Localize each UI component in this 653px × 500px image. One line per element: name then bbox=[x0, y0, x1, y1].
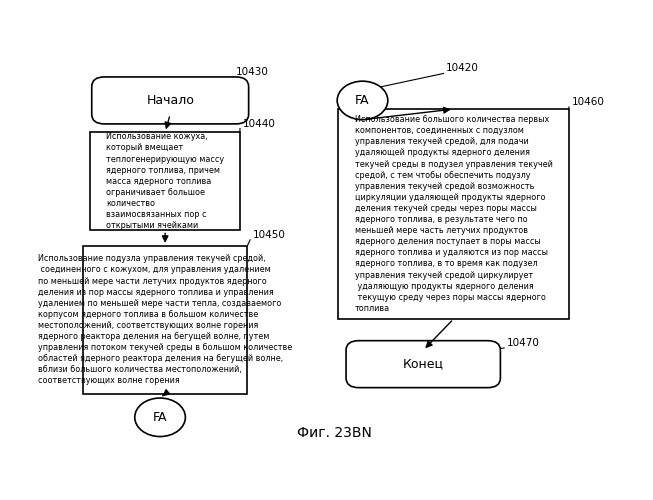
Text: Использование кожуха,
который вмещает
теплогенерирующую массу
ядерного топлива, : Использование кожуха, который вмещает те… bbox=[106, 132, 224, 230]
Text: FA: FA bbox=[355, 94, 370, 107]
Text: 10450: 10450 bbox=[253, 230, 285, 240]
Text: 10440: 10440 bbox=[242, 118, 276, 128]
Text: Использование подузла управления текучей средой,
 соединенного с кожухом, для уп: Использование подузла управления текучей… bbox=[38, 254, 293, 386]
Text: 10460: 10460 bbox=[571, 97, 605, 107]
Text: 10470: 10470 bbox=[507, 338, 539, 348]
FancyBboxPatch shape bbox=[346, 340, 500, 388]
Text: Использование большого количества первых
компонентов, соединенных с подузлом
упр: Использование большого количества первых… bbox=[355, 115, 552, 313]
Bar bbox=[338, 109, 569, 319]
Circle shape bbox=[135, 398, 185, 436]
Text: Фиг. 23BN: Фиг. 23BN bbox=[297, 426, 372, 440]
Bar bbox=[91, 132, 240, 230]
Bar bbox=[83, 246, 247, 394]
FancyBboxPatch shape bbox=[91, 77, 249, 124]
Text: Конец: Конец bbox=[403, 358, 444, 370]
Text: Начало: Начало bbox=[146, 94, 194, 107]
Circle shape bbox=[337, 81, 388, 120]
Text: 10430: 10430 bbox=[236, 68, 269, 78]
Text: FA: FA bbox=[153, 411, 167, 424]
Text: 10420: 10420 bbox=[446, 64, 479, 74]
